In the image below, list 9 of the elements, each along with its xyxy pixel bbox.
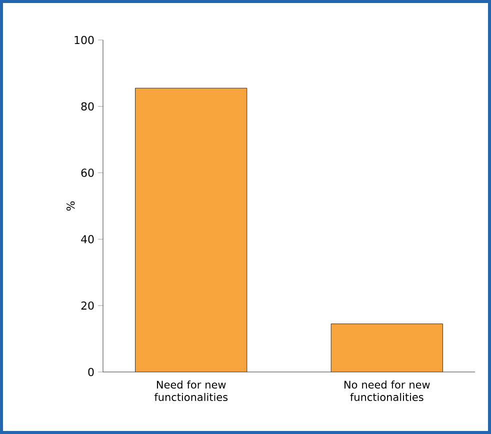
y-tick-label: 60 [81, 168, 94, 177]
x-tick-label: Need for new functionalities [154, 380, 228, 402]
y-tick-label: 0 [88, 368, 94, 376]
y-axis-title: % [66, 201, 75, 211]
y-tick-label: 40 [81, 235, 94, 244]
y-tick-label: 100 [74, 36, 94, 44]
y-tick-label: 20 [81, 301, 94, 310]
x-tick-label: No need for new functionalities [344, 380, 430, 402]
y-tick-label: 80 [81, 102, 94, 111]
